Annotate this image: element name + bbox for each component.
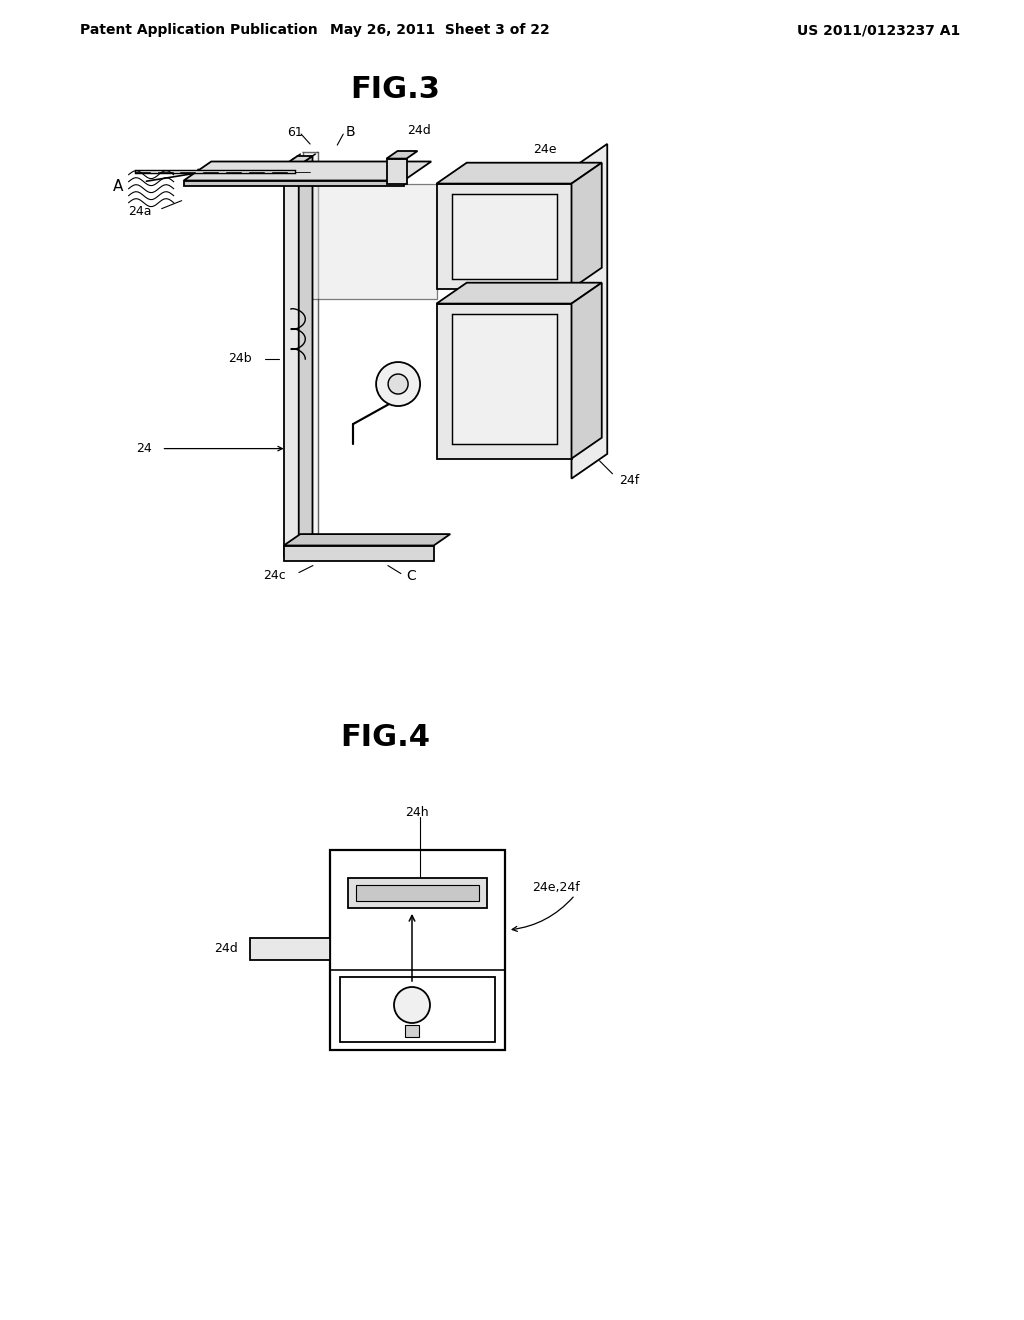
Polygon shape xyxy=(436,183,571,289)
Text: 24f: 24f xyxy=(620,474,640,487)
Text: FIG.4: FIG.4 xyxy=(340,723,430,752)
Polygon shape xyxy=(183,161,431,181)
Bar xyxy=(348,878,487,908)
Text: 24c: 24c xyxy=(263,569,286,582)
Text: FIG.3: FIG.3 xyxy=(350,75,440,104)
Polygon shape xyxy=(284,165,299,556)
Polygon shape xyxy=(571,162,602,289)
Polygon shape xyxy=(299,156,312,556)
Text: 24e: 24e xyxy=(534,143,557,156)
Polygon shape xyxy=(571,144,607,479)
Text: 61: 61 xyxy=(287,125,303,139)
Polygon shape xyxy=(284,535,451,545)
Text: 24: 24 xyxy=(136,442,152,455)
Polygon shape xyxy=(386,150,418,158)
Bar xyxy=(250,939,330,960)
Polygon shape xyxy=(386,158,407,183)
Text: C: C xyxy=(406,569,416,582)
Text: 24a: 24a xyxy=(128,205,152,218)
Text: May 26, 2011  Sheet 3 of 22: May 26, 2011 Sheet 3 of 22 xyxy=(330,22,550,37)
Text: B: B xyxy=(345,125,355,139)
Polygon shape xyxy=(452,194,556,279)
Text: 24b: 24b xyxy=(228,352,252,366)
Polygon shape xyxy=(183,181,403,186)
Polygon shape xyxy=(284,156,312,165)
Text: 24d: 24d xyxy=(407,124,431,137)
Polygon shape xyxy=(303,152,318,543)
Polygon shape xyxy=(436,282,602,304)
Text: 24h: 24h xyxy=(406,805,429,818)
Bar xyxy=(330,850,505,1049)
Polygon shape xyxy=(135,170,295,173)
Polygon shape xyxy=(301,183,436,298)
Polygon shape xyxy=(571,282,602,458)
Circle shape xyxy=(394,987,430,1023)
Circle shape xyxy=(376,362,420,407)
Bar xyxy=(356,884,479,902)
Polygon shape xyxy=(436,162,602,183)
Text: 24g: 24g xyxy=(468,1003,492,1016)
Bar xyxy=(406,1026,419,1038)
Text: Patent Application Publication: Patent Application Publication xyxy=(80,22,317,37)
Text: A: A xyxy=(114,180,124,194)
Polygon shape xyxy=(284,545,434,561)
Polygon shape xyxy=(436,304,571,458)
Text: 24d: 24d xyxy=(214,942,238,956)
Text: 24e,24f: 24e,24f xyxy=(532,880,580,894)
Polygon shape xyxy=(452,314,556,444)
Bar xyxy=(340,977,495,1041)
Text: US 2011/0123237 A1: US 2011/0123237 A1 xyxy=(797,22,961,37)
Circle shape xyxy=(388,374,409,395)
